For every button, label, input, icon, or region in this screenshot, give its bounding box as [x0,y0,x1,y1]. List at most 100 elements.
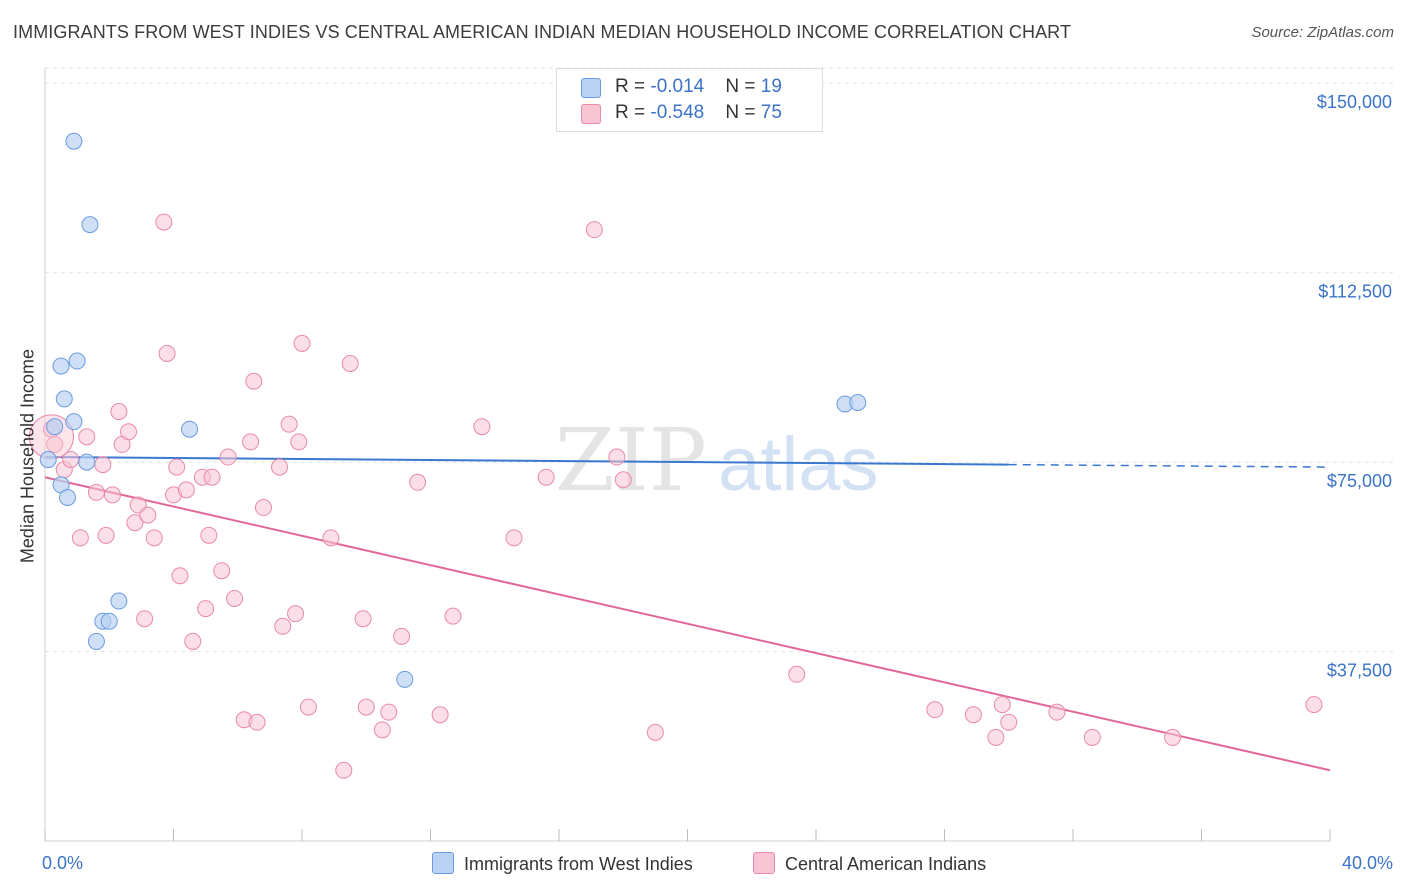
y-axis-label: Median Household Income [17,348,38,564]
data-point-central-american [357,698,375,716]
legend-r-label: R = [615,102,651,123]
data-point-central-american [987,728,1005,746]
data-point-west-indies [849,393,867,411]
bottom-legend-swatch-pink [753,852,775,874]
data-point-west-indies [65,413,83,431]
legend-n-value: 75 [760,102,782,123]
data-point-central-american [168,458,186,476]
data-point-central-american [380,703,398,721]
data-point-west-indies [87,632,105,650]
data-point-central-american [1000,713,1018,731]
data-point-central-american [341,355,359,373]
bottom-legend-west-indies: Immigrants from West Indies [432,852,693,875]
bottom-legend-label: Central American Indians [785,854,987,874]
data-point-central-american [299,698,317,716]
legend-r-label: R = [615,76,651,97]
data-point-central-american [354,610,372,628]
data-point-central-american [200,526,218,544]
data-point-central-american [94,456,112,474]
data-point-central-american [87,483,105,501]
data-point-central-american [287,605,305,623]
data-point-central-american [139,506,157,524]
data-point-central-american [473,418,491,436]
data-point-central-american [585,221,603,239]
legend-r-value: -0.014 [650,76,705,97]
data-point-central-american [788,665,806,683]
data-point-central-american [110,403,128,421]
data-point-central-american [393,627,411,645]
data-point-central-american [409,473,427,491]
data-point-central-american [97,526,115,544]
legend-n-label: N = [725,76,761,97]
data-point-central-american [608,448,626,466]
data-point-central-american [78,428,96,446]
data-point-central-american [646,723,664,741]
legend-n-value: 19 [760,76,782,97]
data-point-central-american [219,448,237,466]
data-point-central-american [537,468,555,486]
source-label: Source: ZipAtlas.com [1251,24,1394,41]
data-point-central-american [242,433,260,451]
data-point-central-american [213,562,231,580]
data-point-central-american [1083,728,1101,746]
y-tick-label: $37,500 [1327,661,1392,681]
legend-swatch-blue [581,78,601,98]
data-point-central-american [926,701,944,719]
legend-n-label: N = [725,102,761,123]
data-point-central-american [293,334,311,352]
data-point-west-indies [100,612,118,630]
data-point-west-indies [58,488,76,506]
data-point-central-american [126,514,144,532]
data-point-central-american [184,632,202,650]
bottom-legend-label: Immigrants from West Indies [464,854,693,874]
data-point-central-american [964,706,982,724]
bottom-legend-central-american: Central American Indians [753,852,986,875]
chart-title: IMMIGRANTS FROM WEST INDIES VS CENTRAL A… [13,22,1072,42]
data-point-central-american [177,481,195,499]
data-point-central-american [71,529,89,547]
watermark: ZIP atlas [555,411,879,511]
data-point-central-american [158,344,176,362]
data-point-central-american [103,486,121,504]
data-point-central-american [993,696,1011,714]
data-point-central-american [614,471,632,489]
data-point-west-indies [52,357,70,375]
data-point-central-american [120,423,138,441]
trend-line-west-indies [44,456,1009,466]
data-point-central-american [335,761,353,779]
data-point-central-american [155,213,173,231]
data-point-central-american [226,589,244,607]
data-point-west-indies [110,592,128,610]
data-point-central-american [145,529,163,547]
bottom-legend-swatch-blue [432,852,454,874]
data-point-west-indies [46,418,64,436]
data-point-west-indies [78,453,96,471]
x-tick-label: 40.0% [1342,853,1393,873]
trend-lines [44,456,1331,772]
tick-labels: $37,500 $75,000 $112,500 $150,000 0.0% 40.0% [42,92,1393,873]
data-point-west-indies [39,451,57,469]
data-point-central-american [274,617,292,635]
data-point-central-american [254,499,272,517]
data-point-central-american [1305,696,1323,714]
data-point-central-american [431,706,449,724]
grid-lines [45,67,1395,653]
data-point-central-american [444,607,462,625]
data-point-central-american [1164,728,1182,746]
data-point-west-indies [81,216,99,234]
data-point-west-indies [396,670,414,688]
data-point-central-american [136,610,154,628]
y-tick-label: $75,000 [1327,471,1392,491]
data-point-west-indies [181,420,199,438]
data-point-central-american [1048,703,1066,721]
data-point-central-american [197,600,215,618]
data-point-west-indies [68,352,86,370]
data-point-central-american [46,435,64,453]
data-point-central-american [245,372,263,390]
x-tick-label: 0.0% [42,853,83,873]
data-point-central-american [290,433,308,451]
data-point-central-american [171,567,189,585]
y-tick-label: $150,000 [1317,92,1392,112]
data-point-central-american [322,529,340,547]
